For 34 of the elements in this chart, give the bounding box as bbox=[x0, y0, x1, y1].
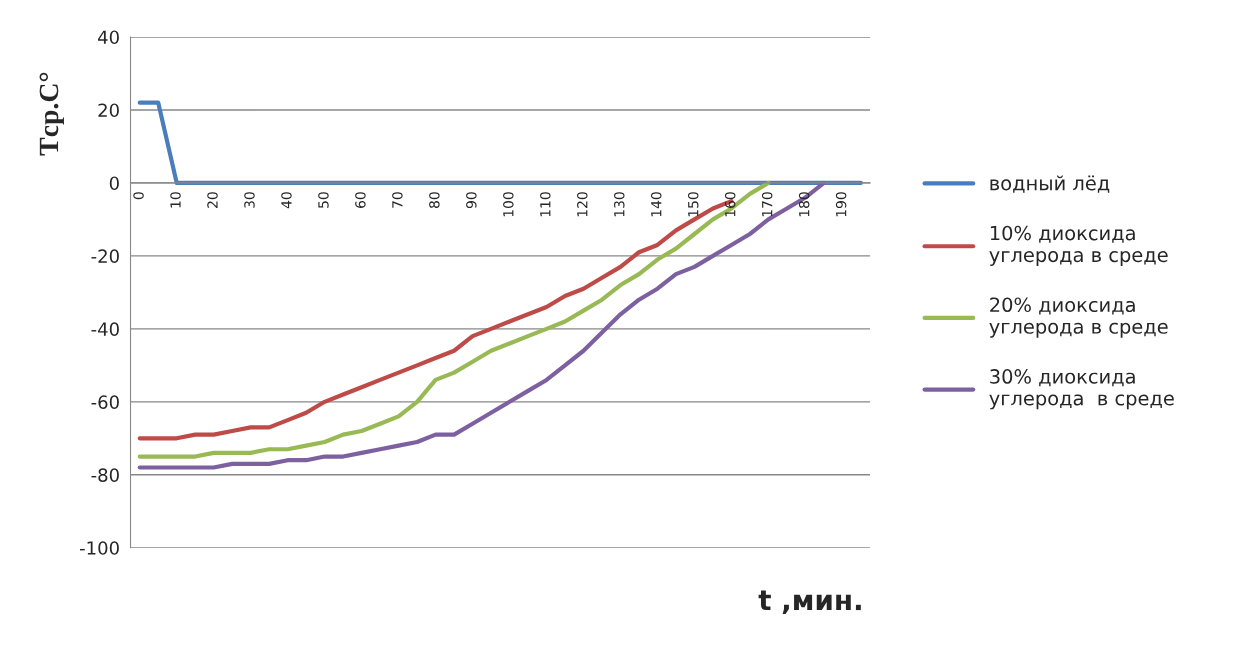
x-tick-label: 160 bbox=[724, 192, 736, 217]
x-tick-label: 110 bbox=[540, 192, 551, 217]
x-tick-label: 140 bbox=[650, 192, 662, 217]
y-tick-label: -40 bbox=[91, 322, 119, 336]
x-tick-label: 80 bbox=[429, 192, 440, 208]
y-axis-title: Tср.С° bbox=[39, 72, 64, 156]
x-tick-label: 0 bbox=[133, 192, 144, 200]
x-tick-label: 100 bbox=[503, 192, 514, 217]
y-tick-label: 20 bbox=[98, 103, 119, 118]
x-tick-label: 40 bbox=[281, 192, 292, 209]
y-tick-label: 0 bbox=[109, 176, 119, 191]
x-tick-label: 90 bbox=[466, 192, 477, 209]
x-axis-title: t ,мин. bbox=[758, 590, 861, 615]
x-tick-label: 120 bbox=[577, 192, 588, 217]
y-tick-label: -20 bbox=[91, 249, 119, 264]
y-tick-label: -60 bbox=[91, 395, 119, 409]
x-tick-label: 150 bbox=[687, 192, 699, 217]
x-tick-label: 170 bbox=[761, 192, 773, 217]
x-tick-label: 180 bbox=[798, 192, 810, 217]
x-tick-label: 50 bbox=[318, 192, 329, 208]
x-tick-label: 70 bbox=[392, 192, 403, 208]
legend-label: 30% диоксида углерода в среде bbox=[989, 369, 1174, 410]
x-tick-label: 10 bbox=[170, 192, 181, 208]
legend-label: 20% диоксида углерода в среде bbox=[989, 297, 1168, 338]
x-tick-label: 130 bbox=[614, 192, 625, 217]
y-tick-label: 40 bbox=[98, 30, 119, 45]
y-tick-label: -100 bbox=[80, 541, 119, 555]
x-tick-label: 60 bbox=[355, 192, 366, 208]
x-tick-label: 190 bbox=[835, 192, 847, 217]
x-tick-label: 30 bbox=[244, 192, 255, 208]
x-tick-label: 20 bbox=[207, 192, 218, 208]
legend-label: водный лёд bbox=[990, 175, 1110, 193]
y-tick-label: -80 bbox=[91, 468, 119, 482]
legend-label: 10% диоксида углерода в среде bbox=[989, 225, 1168, 266]
